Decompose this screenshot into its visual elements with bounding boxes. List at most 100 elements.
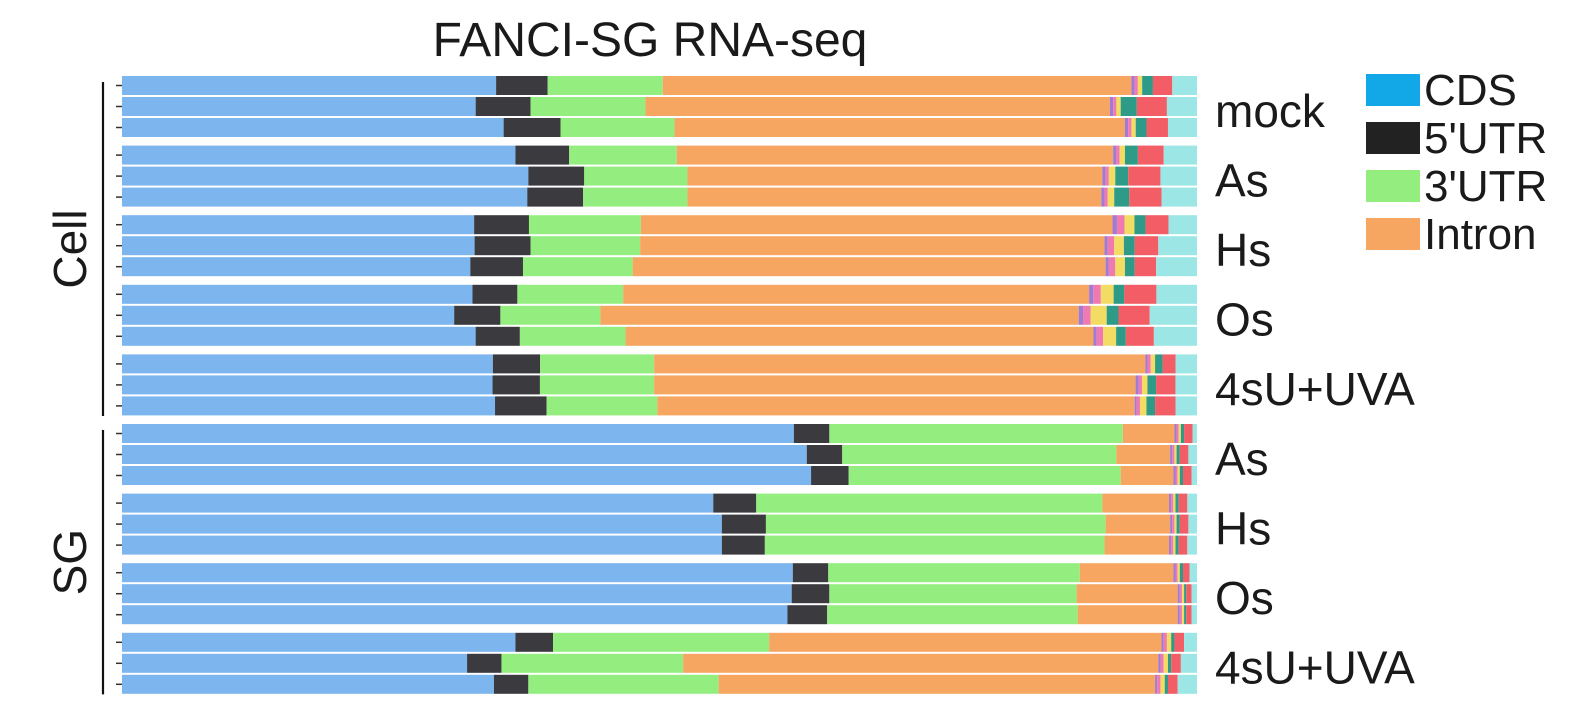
bar-segment [1166,97,1197,116]
bar-segment [1112,215,1117,235]
bar-segment [1108,166,1116,186]
bar-segment [122,653,468,673]
bar-segment [1137,76,1143,95]
bar-segment [1078,305,1084,325]
bar-segment [1175,493,1179,513]
bar-segment [1076,584,1178,604]
bar-segment [1137,145,1164,165]
bar-segment [1142,375,1148,395]
bar-segment [1184,584,1187,604]
bar-segment [122,305,455,325]
bar-segment [848,466,1121,485]
bar-segment [1164,674,1168,694]
bar-segment [1107,236,1115,256]
bar-segment [1158,236,1197,256]
bar-segment [1120,97,1137,116]
bar-segment [501,653,684,673]
bar-segment [539,375,655,395]
bar-segment [122,215,475,235]
bar-segment [1123,236,1135,256]
bar-segment [1104,187,1108,207]
bar-segment [1147,375,1157,395]
bar-segment [547,76,663,95]
bar-segment [1174,445,1177,464]
bar-segment [519,326,626,346]
bar-segment [1134,396,1137,416]
bar-segment [1180,653,1197,673]
bar-segment [1169,535,1172,555]
bar-segment [1160,674,1165,694]
bar-segment [674,118,1125,137]
bar-segment [1184,424,1193,443]
bar-segment [122,257,471,277]
bar-segment [713,493,757,513]
bar-segment [1191,466,1198,485]
bar-segment [492,354,541,374]
bar-segment [1183,466,1192,485]
bar-segment [528,166,585,186]
legend-swatch [1366,74,1420,106]
bar-segment [1179,514,1189,534]
bar-segment [1124,284,1157,304]
bar-segment [1163,653,1168,673]
legend-label: CDS [1424,66,1517,115]
bar-segment [1150,354,1156,374]
bar-segment [1128,166,1161,186]
bar-segment [676,145,1114,165]
bar-segment [1122,424,1175,443]
bar-segment [1175,375,1197,395]
bar-segment [1189,563,1197,583]
bar-segment [1173,493,1176,513]
bar-segment [1167,653,1172,673]
bar-segment [1114,236,1124,256]
bar-segment [503,118,561,137]
bar-segment [122,535,722,555]
bar-segment [1145,354,1148,374]
bar-segment [1191,605,1198,625]
bar-segment [1124,257,1135,277]
bar-segment [1183,563,1190,583]
bar-segment [1116,97,1121,116]
condition-label: Os [1215,294,1274,346]
bar-segment [1176,424,1179,443]
bar-segment [472,284,518,304]
bar-segment [1125,326,1154,346]
bar-segment [470,257,523,277]
bar-segment [625,326,1094,346]
chart-title: FANCI-SG RNA-seq [433,14,868,67]
bar-segment [528,215,641,235]
condition-label: mock [1215,85,1326,137]
bar-segment [1113,97,1117,116]
bar-segment [1179,466,1184,485]
bar-segment [1173,535,1176,555]
bar-segment [1173,466,1176,485]
bar-segment [1136,396,1141,416]
bar-segment [1156,257,1197,277]
bar-segment [1104,535,1170,555]
bar-segment [467,653,502,673]
bar-segment [474,215,529,235]
bar-segment [1166,632,1172,652]
bar-segment [1177,674,1197,694]
bar-segment [1124,145,1138,165]
legend-label: Intron [1424,210,1537,259]
bar-segment [122,97,476,116]
bar-segment [1188,514,1197,534]
bar-segment [1079,563,1174,583]
bar-segment [1093,326,1097,346]
bar-segment [1160,653,1164,673]
bar-segment [1184,632,1197,652]
bar-segment [1188,445,1197,464]
bar-segment [1108,257,1116,277]
bar-segment [122,166,529,186]
bar-segment [1172,76,1197,95]
group-label: SG [44,529,96,595]
bar-segment [546,396,658,416]
bar-segment [1089,284,1094,304]
bar-segment [1113,284,1125,304]
condition-label: Hs [1215,224,1271,276]
bar-segment [1104,236,1108,256]
bar-segment [1077,605,1178,625]
bar-segment [1124,118,1129,137]
